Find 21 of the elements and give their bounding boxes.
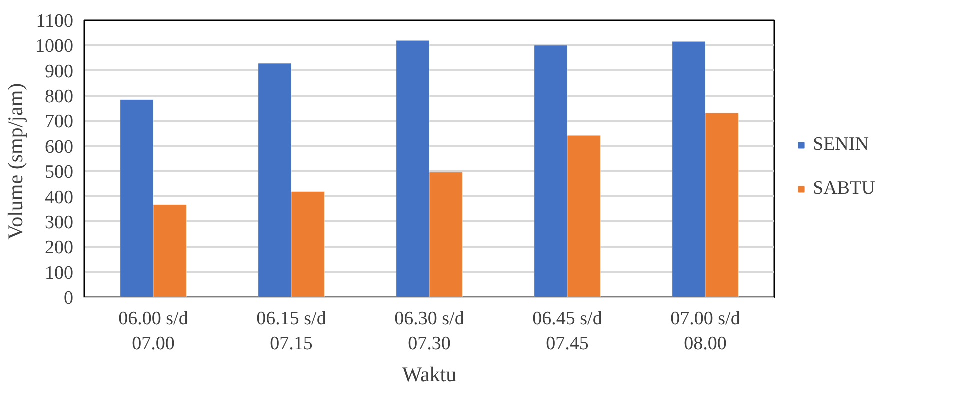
x-tick-label: 07.00 s/d 08.00 xyxy=(670,308,741,355)
x-axis-title: Waktu xyxy=(402,362,458,387)
y-tick-label: 600 xyxy=(45,136,74,158)
y-tick-label: 0 xyxy=(64,288,74,309)
y-tick-label: 500 xyxy=(45,162,74,184)
y-tick-label: 1100 xyxy=(36,11,74,32)
legend-label: SENIN xyxy=(813,134,869,156)
y-tick-label: 200 xyxy=(45,238,74,259)
y-tick-label: 100 xyxy=(45,262,74,284)
y-tick-label: 300 xyxy=(45,212,74,234)
y-tick-label: 900 xyxy=(45,61,74,82)
x-tick-label: 06.15 s/d 07.15 xyxy=(256,308,327,355)
x-tick-label: 06.00 s/d 07.00 xyxy=(118,308,189,355)
y-tick-label: 700 xyxy=(45,112,74,133)
x-tick-label: 06.45 s/d 07.45 xyxy=(532,308,603,355)
legend-label: SABTU xyxy=(813,178,876,200)
y-tick-label: 1000 xyxy=(36,36,74,58)
y-axis-title: Volume (smp/jam) xyxy=(4,83,28,240)
y-tick-label: 800 xyxy=(45,86,74,108)
y-tick-label: 400 xyxy=(45,187,74,208)
x-tick-label: 06.30 s/d 07.30 xyxy=(394,308,465,355)
